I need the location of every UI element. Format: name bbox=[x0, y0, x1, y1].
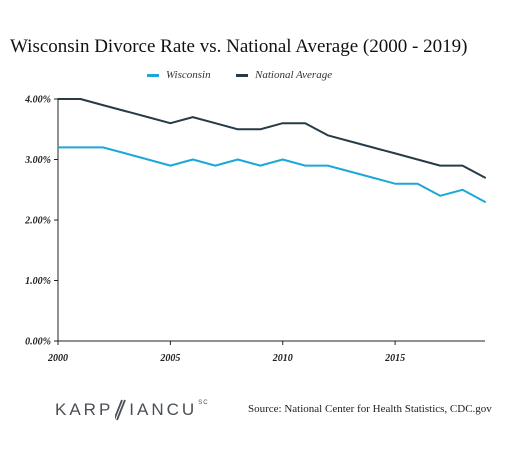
x-tick-label: 2015 bbox=[384, 353, 405, 364]
x-tick-label: 2005 bbox=[159, 353, 180, 364]
y-tick-label: 3.00% bbox=[24, 155, 51, 166]
y-tick-label: 4.00% bbox=[24, 95, 51, 106]
logo-text-right: IANCU bbox=[129, 400, 198, 419]
karpiancu-logo: KARP IANCU SC bbox=[55, 398, 209, 422]
y-tick-label: 2.00% bbox=[24, 216, 51, 227]
legend-item-national-average: National Average bbox=[236, 66, 332, 84]
legend-swatch-national-average bbox=[236, 73, 248, 77]
y-tick-label: 1.00% bbox=[25, 276, 51, 287]
x-tick-label: 2010 bbox=[272, 353, 293, 364]
logo-text-left: KARP bbox=[55, 400, 114, 419]
chart-title: Wisconsin Divorce Rate vs. National Aver… bbox=[10, 36, 468, 57]
series-line-wisconsin bbox=[57, 146, 486, 203]
series-line-national-average bbox=[57, 98, 486, 179]
logo-suffix: SC bbox=[198, 400, 209, 406]
legend-label-national-average: National Average bbox=[255, 69, 333, 81]
legend-swatch-wisconsin bbox=[147, 73, 159, 77]
legend-label-wisconsin: Wisconsin bbox=[166, 69, 211, 81]
chart-legend: Wisconsin National Average bbox=[0, 66, 524, 84]
source-note: Source: National Center for Health Stati… bbox=[248, 403, 492, 415]
plot-area: 0.00% 1.00% 2.00% 3.00% 4.00% 2000 2005 2010 201… bbox=[24, 95, 486, 364]
x-tick-label: 2000 bbox=[47, 353, 68, 364]
y-tick-label: 0.00% bbox=[25, 337, 51, 348]
legend-item-wisconsin: Wisconsin bbox=[147, 66, 211, 84]
slash-mark-icon bbox=[113, 399, 127, 421]
